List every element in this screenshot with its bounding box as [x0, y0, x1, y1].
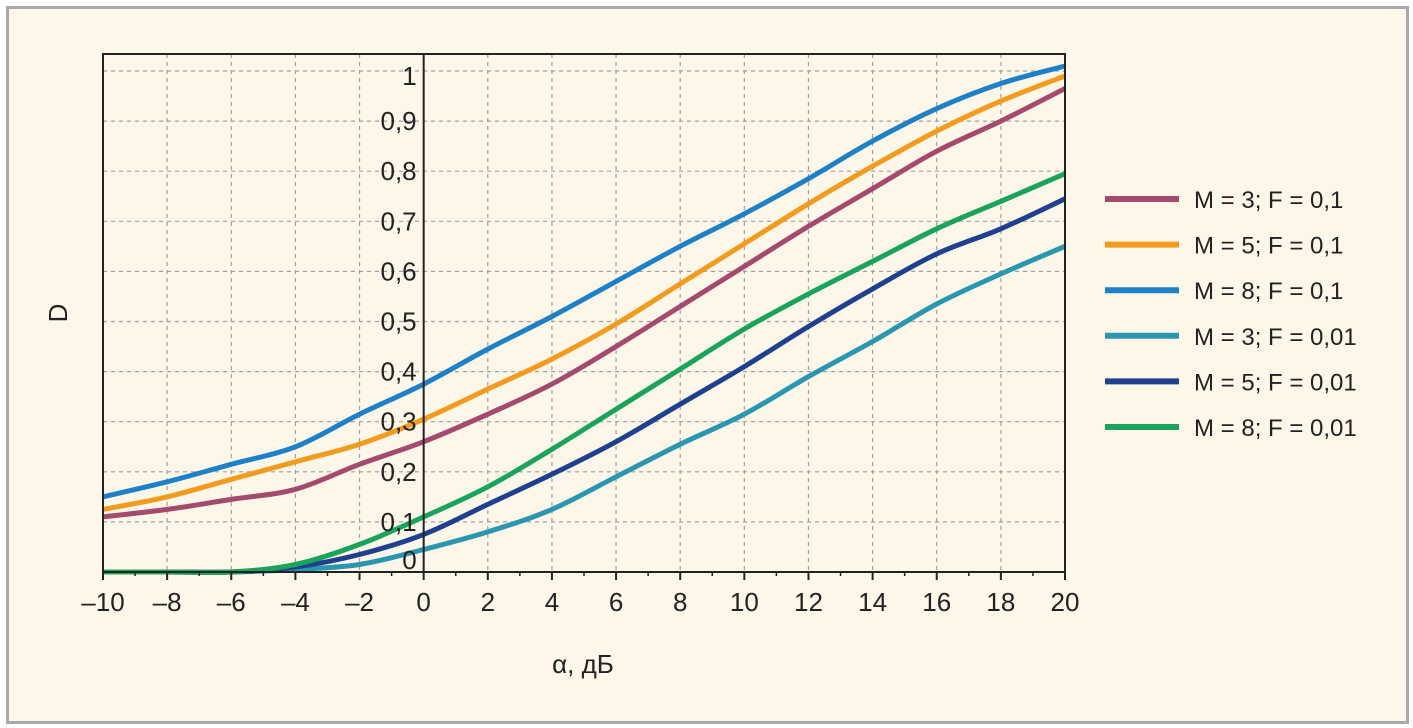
x-tick-label: 14: [858, 587, 887, 617]
x-tick-label: 0: [416, 587, 430, 617]
x-tick-label: 18: [986, 587, 1015, 617]
y-tick-label: 0,5: [381, 307, 417, 337]
x-axis-title: α, дБ: [552, 649, 614, 679]
legend-item: M = 5; F = 0,01: [1105, 369, 1357, 396]
y-tick-label: 0,6: [381, 256, 417, 286]
chart: 00,10,20,30,40,50,60,70,80,91 –10 –8 –6 –4–…: [43, 53, 1357, 679]
legend-label: M = 5; F = 0,01: [1194, 369, 1357, 396]
legend-item: M = 8; F = 0,1: [1105, 278, 1343, 305]
x-tick-label: –4: [281, 587, 310, 617]
y-tick-label: 0: [402, 545, 416, 575]
legend: M = 3; F = 0,1 M = 5; F = 0,1 M = 8; F = 0…: [1105, 187, 1357, 442]
y-tick-label: 0,4: [381, 357, 417, 387]
x-tick-label: –8: [153, 587, 182, 617]
x-tick-label: –10: [81, 587, 124, 617]
legend-label: M = 5; F = 0,1: [1194, 233, 1343, 260]
grid: [103, 54, 1065, 572]
x-tick-label: 6: [609, 587, 623, 617]
y-axis-title: D: [43, 304, 73, 323]
legend-label: M = 3; F = 0,01: [1194, 324, 1357, 351]
y-tick-label: 0,2: [381, 457, 417, 487]
plot-area: [103, 54, 1065, 572]
legend-item: M = 3; F = 0,01: [1105, 324, 1357, 351]
y-tick-label: 0,1: [381, 507, 417, 537]
legend-label: M = 3; F = 0,1: [1194, 187, 1343, 214]
series-line-2: [102, 73, 1066, 512]
series-line-1: [102, 86, 1067, 520]
y-tick-label: 0,7: [381, 206, 417, 236]
y-tick-label: 0,3: [381, 407, 417, 437]
legend-item: M = 8; F = 0,01: [1105, 415, 1357, 442]
legend-item: M = 3; F = 0,1: [1105, 187, 1343, 214]
y-tick-label: 0,9: [381, 106, 417, 136]
x-tick-label: –6: [217, 587, 246, 617]
x-tick-label: 2: [481, 587, 495, 617]
x-tick-labels: –10 –8 –6 –4 –2 0 2 4 6 8 10 12 14 16 18 20: [81, 587, 1079, 617]
x-tick-label: 12: [794, 587, 823, 617]
x-tick-label: 16: [922, 587, 951, 617]
y-tick-label: 1: [402, 61, 416, 91]
legend-label: M = 8; F = 0,1: [1194, 278, 1343, 305]
y-tick-labels: 0 0,1 0,2 0,3 0,4 0,5 0,6 0,7 0,8 0,9 1: [381, 61, 417, 575]
x-tick-label: 20: [1051, 587, 1080, 617]
y-tick-label: 0,8: [381, 156, 417, 186]
legend-item: M = 5; F = 0,1: [1105, 233, 1343, 260]
axes: [102, 53, 1066, 580]
series-line-6: [102, 171, 1066, 576]
x-tick-label: –2: [345, 587, 374, 617]
chart-frame: 0 0,1 0,2 0,3 0,4 0,5 0,6 0,7 0,8 0,9 1 –10 –8 –6 –4–…: [6, 6, 1409, 724]
x-tick-label: 8: [673, 587, 687, 617]
x-tick-label: 10: [730, 587, 759, 617]
series-line-3: [102, 63, 1066, 500]
legend-label: M = 8; F = 0,01: [1194, 415, 1357, 442]
x-tick-label: 4: [545, 587, 559, 617]
